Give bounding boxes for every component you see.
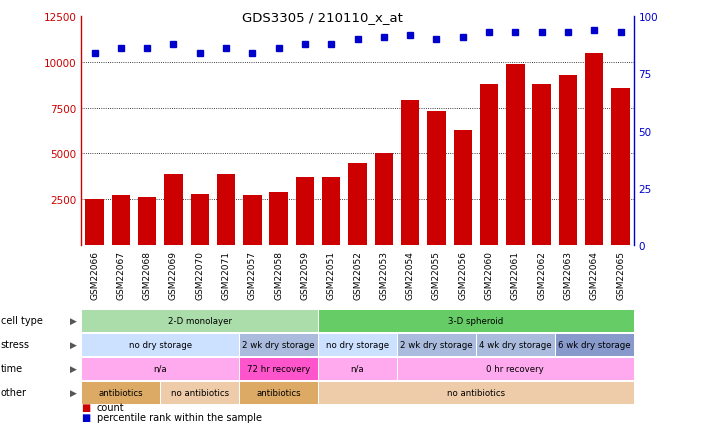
Bar [86, 200, 104, 245]
Text: 6 wk dry storage: 6 wk dry storage [558, 340, 631, 349]
Bar [506, 65, 525, 245]
Bar [427, 112, 445, 245]
Bar [348, 163, 367, 245]
Text: GSM22055: GSM22055 [432, 250, 441, 299]
Text: GSM22065: GSM22065 [616, 250, 625, 299]
Text: GSM22058: GSM22058 [274, 250, 283, 299]
Text: GSM22061: GSM22061 [511, 250, 520, 299]
Text: count: count [97, 402, 125, 412]
Bar [138, 198, 156, 245]
Bar [217, 174, 235, 245]
Bar [164, 174, 183, 245]
Text: 0 hr recovery: 0 hr recovery [486, 364, 544, 373]
Text: ■: ■ [81, 412, 91, 421]
Text: no antibiotics: no antibiotics [447, 388, 505, 397]
Text: n/a: n/a [154, 364, 167, 373]
Text: 72 hr recovery: 72 hr recovery [247, 364, 310, 373]
Bar [401, 101, 419, 245]
Text: GSM22066: GSM22066 [90, 250, 99, 299]
Bar [322, 178, 341, 245]
Text: GSM22063: GSM22063 [564, 250, 572, 299]
Text: no dry storage: no dry storage [326, 340, 389, 349]
Text: no antibiotics: no antibiotics [171, 388, 229, 397]
Text: GSM22071: GSM22071 [222, 250, 231, 299]
Text: GSM22068: GSM22068 [143, 250, 152, 299]
Text: ▶: ▶ [69, 364, 76, 373]
Text: GSM22062: GSM22062 [537, 250, 546, 299]
Text: time: time [1, 364, 23, 373]
Bar [112, 196, 130, 245]
Text: no dry storage: no dry storage [129, 340, 192, 349]
Bar [454, 130, 472, 245]
Text: GSM22060: GSM22060 [484, 250, 493, 299]
Text: n/a: n/a [350, 364, 365, 373]
Bar [559, 76, 577, 245]
Text: other: other [1, 388, 27, 397]
Text: 4 wk dry storage: 4 wk dry storage [479, 340, 552, 349]
Text: GDS3305 / 210110_x_at: GDS3305 / 210110_x_at [241, 11, 403, 24]
Text: ▶: ▶ [69, 340, 76, 349]
Text: GSM22067: GSM22067 [116, 250, 125, 299]
Bar [296, 178, 314, 245]
Text: GSM22056: GSM22056 [458, 250, 467, 299]
Text: GSM22057: GSM22057 [248, 250, 257, 299]
Bar [480, 85, 498, 245]
Text: ■: ■ [81, 402, 91, 412]
Bar [532, 85, 551, 245]
Text: GSM22069: GSM22069 [169, 250, 178, 299]
Text: 2 wk dry storage: 2 wk dry storage [400, 340, 473, 349]
Text: antibiotics: antibiotics [98, 388, 143, 397]
Text: GSM22064: GSM22064 [590, 250, 599, 299]
Bar [190, 194, 209, 245]
Bar [243, 196, 261, 245]
Text: GSM22054: GSM22054 [406, 250, 415, 299]
Text: 2-D monolayer: 2-D monolayer [168, 316, 232, 325]
Text: percentile rank within the sample: percentile rank within the sample [97, 412, 262, 421]
Text: GSM22052: GSM22052 [353, 250, 362, 299]
Text: ▶: ▶ [69, 316, 76, 325]
Text: stress: stress [1, 340, 30, 349]
Bar [585, 54, 603, 245]
Bar [375, 154, 393, 245]
Text: cell type: cell type [1, 316, 42, 326]
Text: GSM22059: GSM22059 [300, 250, 309, 299]
Text: 3-D spheroid: 3-D spheroid [448, 316, 503, 325]
Bar [270, 192, 288, 245]
Text: GSM22051: GSM22051 [327, 250, 336, 299]
Text: ▶: ▶ [69, 388, 76, 397]
Text: 2 wk dry storage: 2 wk dry storage [242, 340, 315, 349]
Text: antibiotics: antibiotics [256, 388, 301, 397]
Text: GSM22070: GSM22070 [195, 250, 204, 299]
Bar [611, 89, 629, 245]
Text: GSM22053: GSM22053 [379, 250, 388, 299]
